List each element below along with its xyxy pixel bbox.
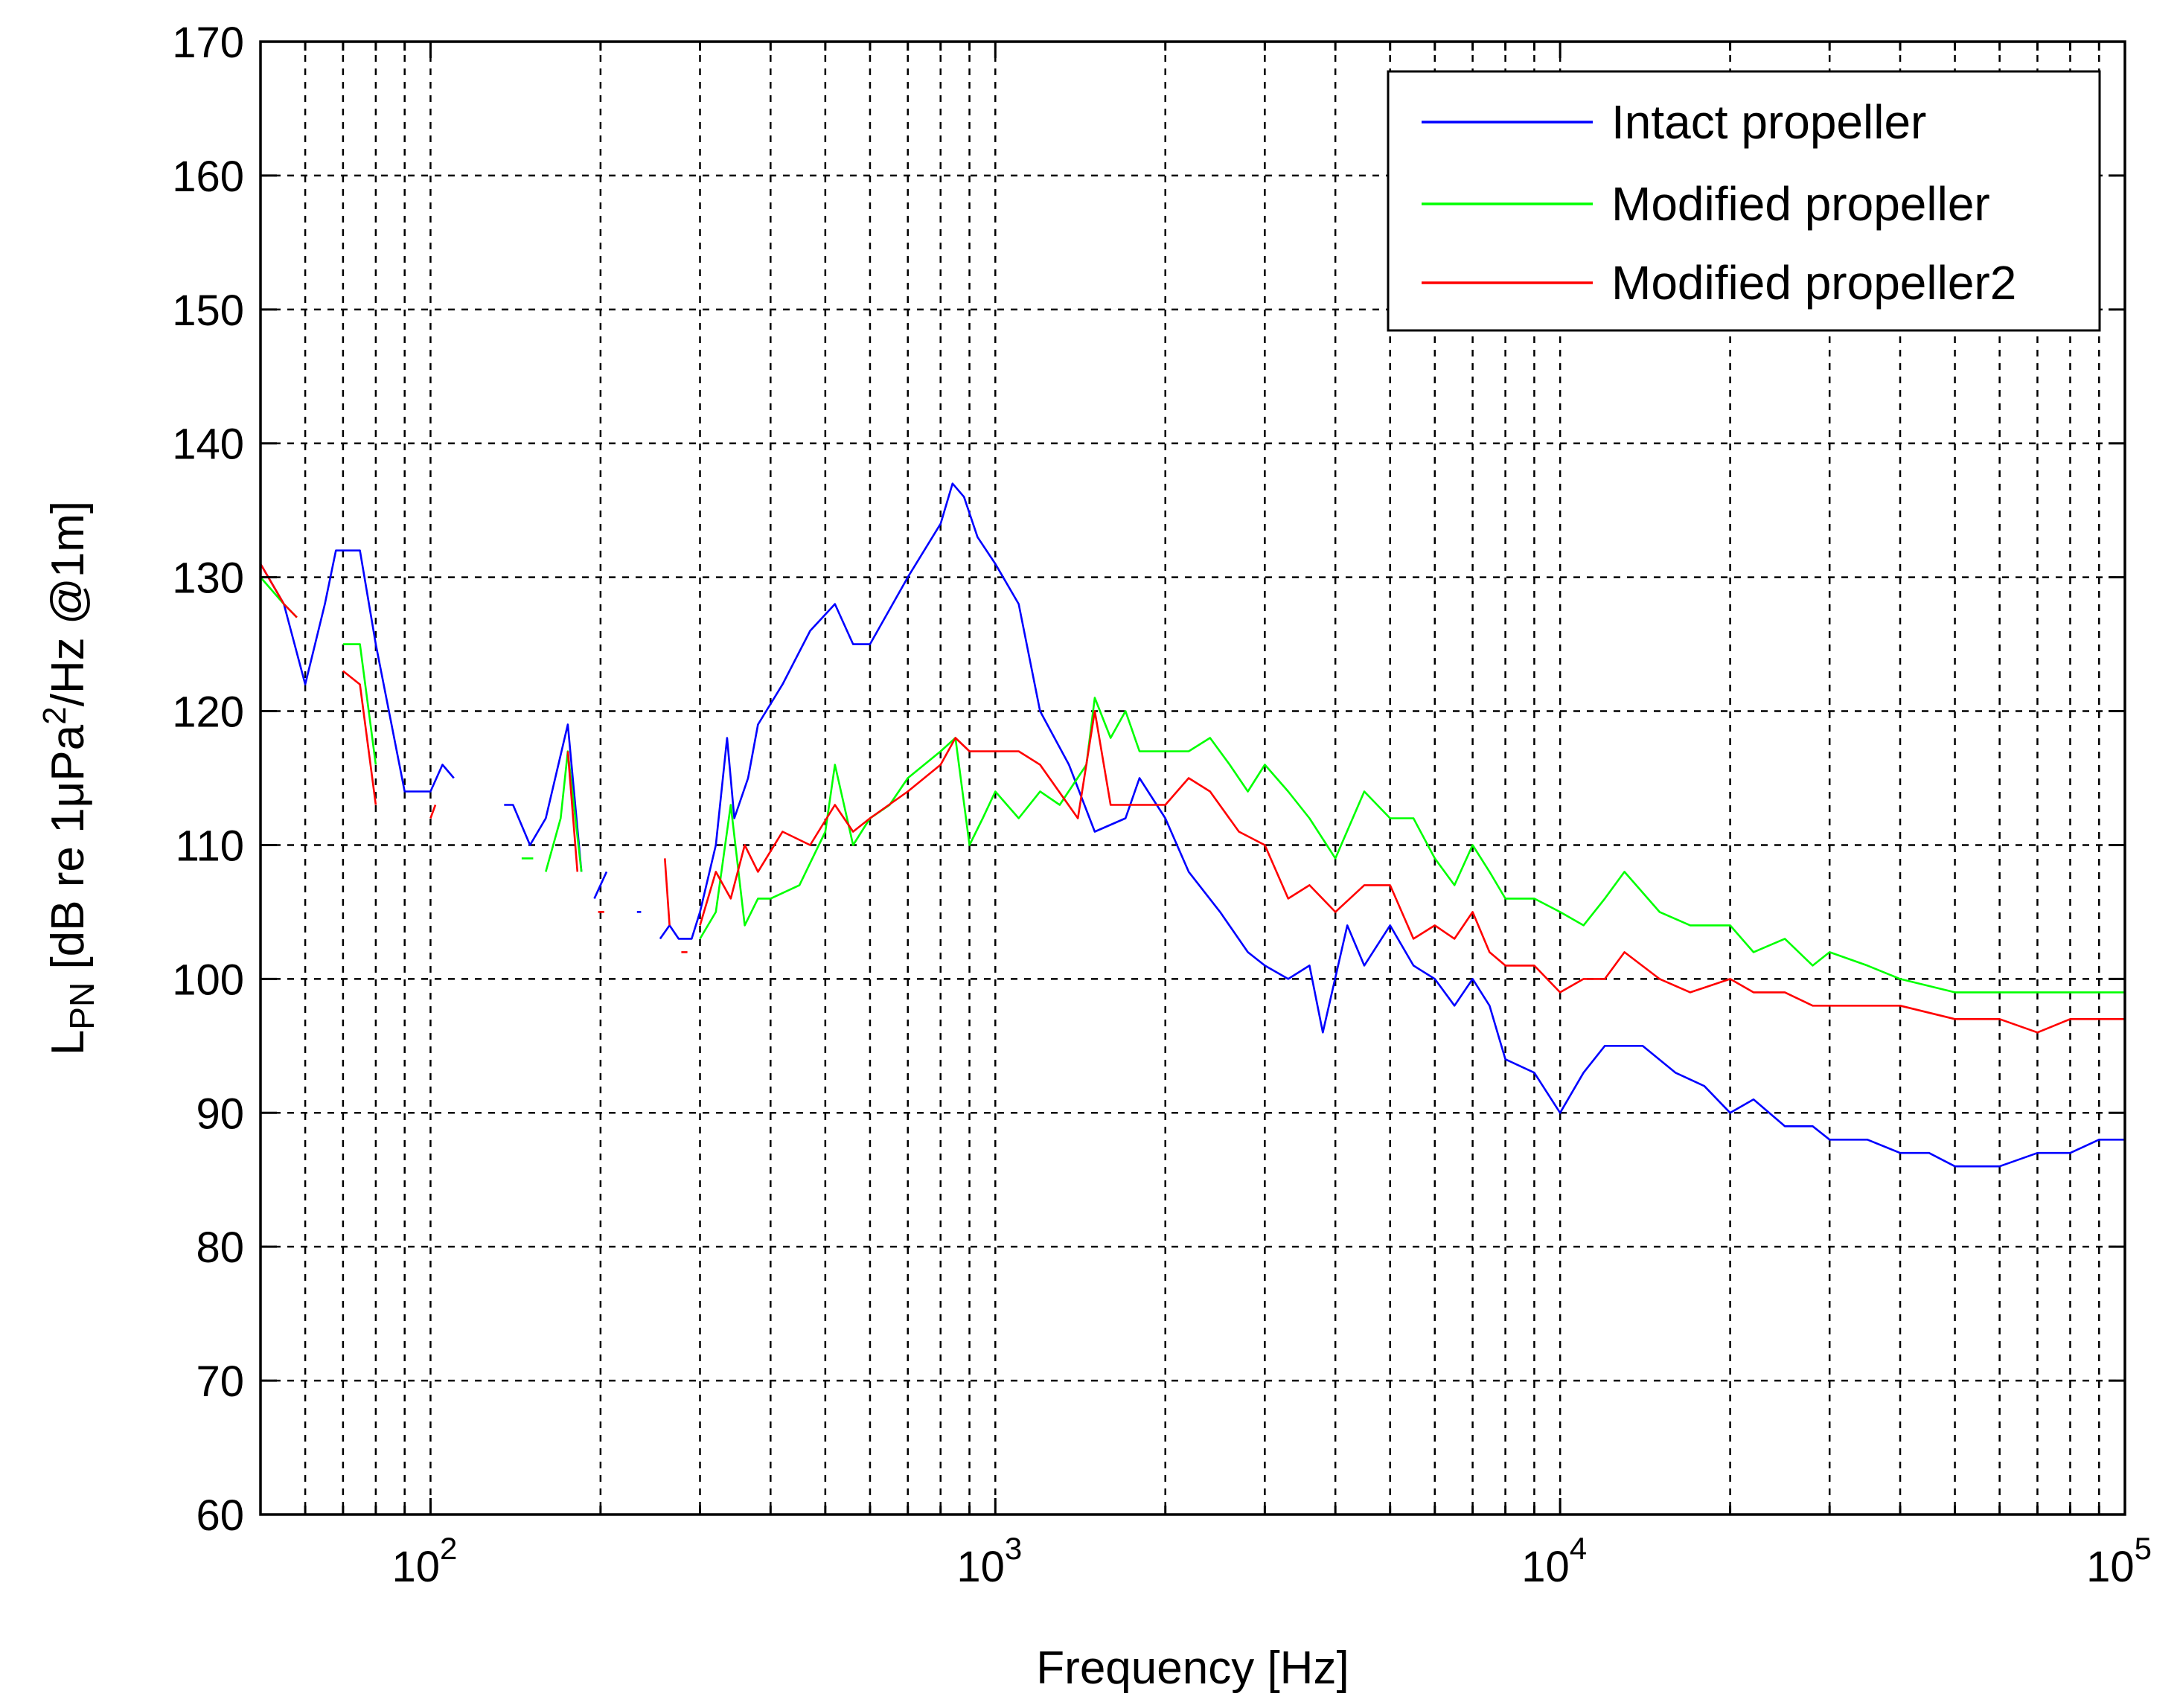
y-axis-title-unit-superscript: 2 [36, 706, 73, 724]
y-tick-label: 110 [176, 822, 244, 870]
series-line-segment [429, 805, 437, 819]
y-tick-label: 140 [172, 420, 244, 469]
y-axis-title-unit: Pa [42, 724, 94, 781]
y-tick-label: 70 [196, 1357, 244, 1406]
legend-label-modified-propeller: Modified propeller [1611, 177, 1990, 231]
series-line-segment [659, 482, 2125, 1168]
x-axis-title: Frequency [Hz] [1036, 1643, 1349, 1694]
x-tick-label: 103 [956, 1531, 1022, 1591]
series-line-segment [566, 751, 579, 872]
legend-label-modified-propeller2: Modified propeller2 [1611, 256, 2016, 310]
series-line-segment [664, 858, 671, 926]
series-line-segment [504, 723, 583, 872]
y-axis-title-reference: [dB re 1 [42, 807, 94, 982]
y-tick-label: 90 [196, 1090, 244, 1138]
y-axis-title-mu: μ [42, 781, 94, 808]
axis-ticks: 60 70 80 90 100 110 120 130 140 150 160 170 102 103 10… [172, 19, 2152, 1591]
series-line-segment [342, 670, 377, 805]
y-axis-title: LPN [dB re 1μPa2/Hz @1m] [36, 501, 101, 1055]
y-axis-title-symbol-subscript: PN [63, 982, 101, 1030]
y-tick-label: 130 [172, 554, 244, 603]
y-tick-label: 150 [172, 287, 244, 335]
y-tick-label: 80 [196, 1224, 244, 1272]
x-tick-label: 105 [2086, 1531, 2152, 1591]
y-tick-label: 60 [196, 1491, 244, 1540]
x-tick-label: 102 [392, 1531, 458, 1591]
series-line-segment [342, 643, 377, 765]
y-tick-label: 120 [172, 688, 244, 737]
y-tick-label: 160 [172, 153, 244, 201]
x-tick-label: 104 [1521, 1531, 1587, 1591]
y-axis-title-suffix: /Hz @1m] [42, 501, 94, 707]
legend: Intact propeller Modified propeller Modi… [1387, 70, 2101, 332]
series-intact-propeller [259, 482, 2125, 1168]
y-axis-title-symbol: L [42, 1030, 94, 1055]
plot-series [259, 482, 2125, 1168]
legend-label-intact-propeller: Intact propeller [1611, 95, 1926, 149]
series-line-segment [259, 549, 455, 793]
series-line-segment [545, 750, 583, 872]
y-tick-label: 100 [172, 956, 244, 1004]
y-tick-label: 170 [172, 19, 244, 67]
legend-box [1387, 70, 2101, 332]
series-line-segment [593, 871, 608, 899]
plot-area-frame [259, 40, 2126, 1516]
series-line-segment [699, 710, 2125, 1034]
